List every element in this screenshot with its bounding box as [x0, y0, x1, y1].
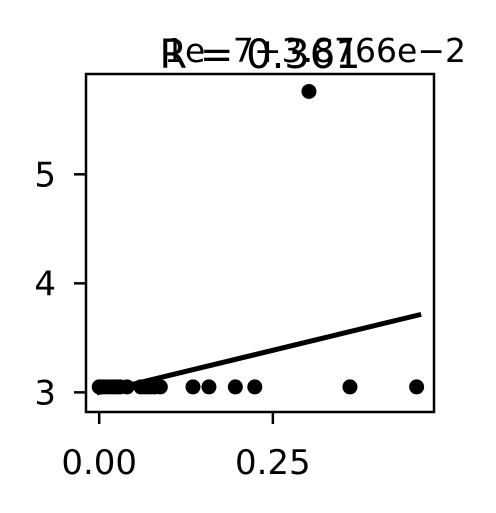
chart-title: R = 0.361	[159, 32, 360, 78]
y-tick-label: 3	[34, 373, 56, 413]
y-tick-label: 4	[34, 264, 56, 304]
data-point	[227, 379, 243, 395]
data-point	[201, 379, 217, 395]
x-tick-label: 0.00	[61, 443, 137, 483]
x-offset-label: 1e−7+3.8766e−2	[164, 31, 466, 70]
data-point	[247, 379, 263, 395]
plot-frame	[84, 72, 436, 414]
x-tick-label: 0.25	[235, 443, 311, 483]
data-point	[152, 379, 168, 395]
data-point	[301, 83, 317, 99]
regression-line	[96, 311, 422, 396]
data-point	[409, 379, 425, 395]
y-tick-label: 5	[34, 155, 56, 195]
data-point	[185, 379, 201, 395]
plot-marks	[91, 83, 425, 396]
axis-ticks: 0.00 0.25 3 4 5	[34, 155, 310, 483]
data-point	[119, 379, 135, 395]
data-point	[342, 379, 358, 395]
